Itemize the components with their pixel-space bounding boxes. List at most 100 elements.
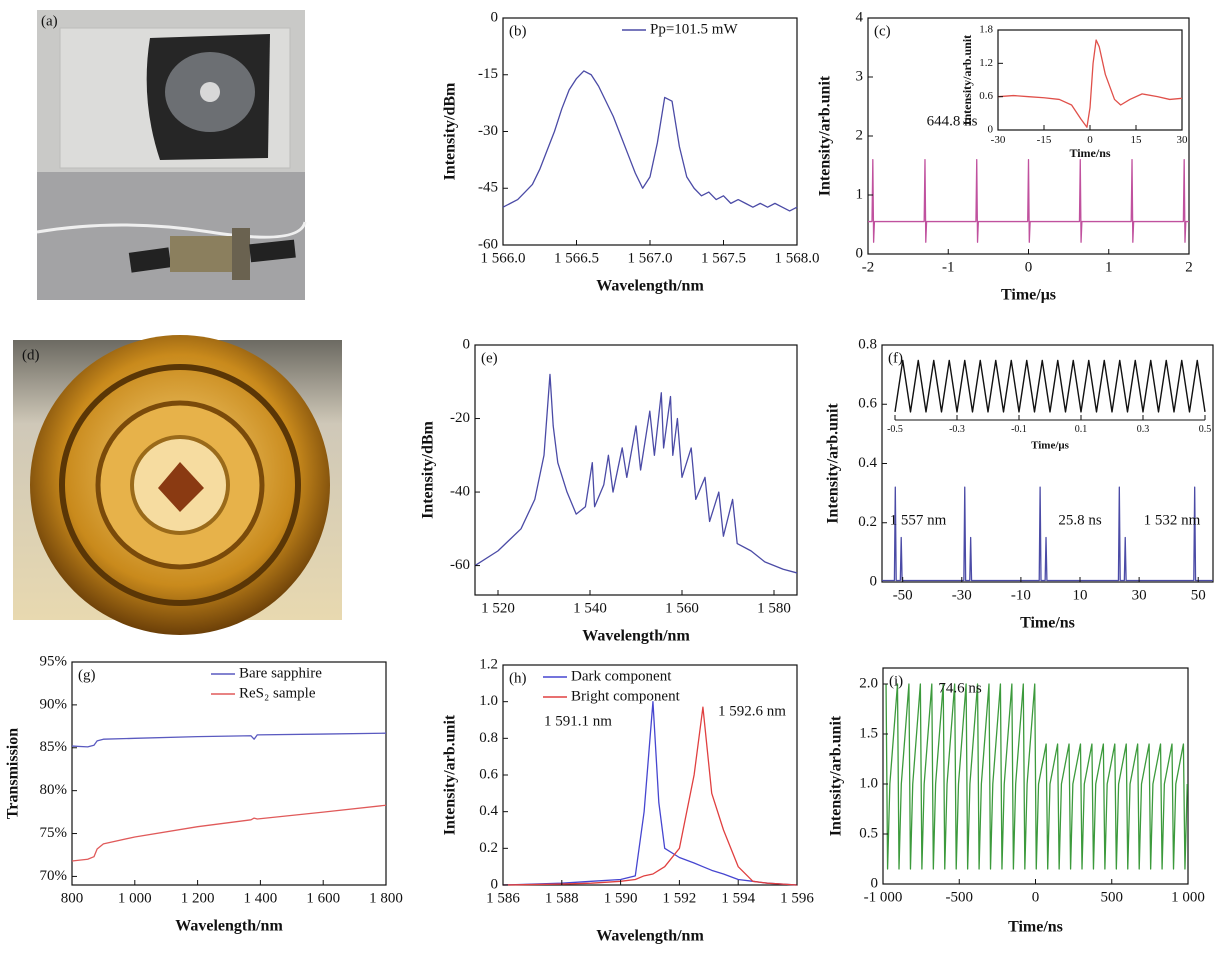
x-tick-label: -50 — [893, 588, 913, 604]
x-tick-label: 1 — [1105, 260, 1113, 276]
x-tick-label: 1 594 — [721, 891, 755, 907]
panel-label: (h) — [509, 670, 527, 686]
x-tick-label: -15 — [1037, 134, 1052, 146]
x-tick-label: 1 566.5 — [554, 251, 599, 267]
x-tick-label: 1 000 — [118, 891, 152, 907]
panel-label: (d) — [22, 347, 40, 363]
data-line — [502, 701, 798, 886]
x-tick-label: 1 400 — [244, 891, 278, 907]
panel-label: (e) — [481, 350, 498, 366]
y-axis-label: Intensity/dBm — [442, 82, 459, 180]
data-line — [502, 70, 798, 212]
annotation: 1 557 nm — [890, 512, 947, 528]
x-tick-label: -30 — [991, 134, 1006, 146]
x-tick-label: 1 596 — [780, 891, 814, 907]
chart-panel: -50 -30 -10 10 30 50 0 0.2 0.4 0.6 0.8 Time/ns Inten… — [825, 336, 1214, 632]
x-tick-label: 50 — [1191, 588, 1206, 604]
x-tick-label: -0.3 — [949, 424, 965, 435]
annotation: 1 591.1 nm — [544, 713, 612, 729]
y-tick-label: -60 — [478, 236, 498, 252]
plot-frame — [502, 17, 798, 246]
x-tick-label: 0.5 — [1199, 424, 1212, 435]
y-tick-label: 0.4 — [858, 455, 877, 471]
y-tick-label: -45 — [478, 180, 498, 196]
legend-label: Bright component — [571, 688, 681, 704]
y-tick-label: 0.6 — [479, 766, 498, 782]
y-tick-label: 1 — [856, 186, 864, 202]
x-tick-label: -0.1 — [1011, 424, 1027, 435]
panel-label: (c) — [874, 23, 891, 39]
x-tick-label: 1 588 — [545, 891, 579, 907]
panel-label: (i) — [889, 673, 903, 689]
x-tick-label: -10 — [1011, 588, 1031, 604]
photo-a: (a) — [36, 10, 307, 300]
x-tick-label: 0.3 — [1137, 424, 1150, 435]
x-tick-label: 0.1 — [1075, 424, 1088, 435]
y-tick-label: 1.2 — [979, 57, 993, 69]
x-tick-label: 1 520 — [481, 601, 515, 617]
data-line — [868, 158, 1189, 243]
x-axis-label: Time/μs — [1001, 287, 1056, 304]
x-tick-label: 1 000 — [1171, 890, 1205, 906]
x-axis-label: Wavelength/nm — [582, 628, 690, 645]
x-axis-label: Time/μs — [1031, 440, 1070, 452]
y-tick-label: 70% — [40, 868, 68, 884]
y-tick-label: 0.8 — [858, 336, 877, 352]
x-tick-label: 30 — [1177, 134, 1189, 146]
y-tick-label: 0.8 — [479, 730, 498, 746]
y-tick-label: 1.0 — [859, 775, 878, 791]
x-tick-label: 1 592 — [663, 891, 697, 907]
y-tick-label: 0 — [870, 573, 878, 589]
x-tick-label: 10 — [1073, 588, 1088, 604]
y-tick-label: 0 — [988, 124, 994, 136]
plot-frame — [997, 29, 1183, 131]
x-tick-label: 1 586 — [486, 891, 520, 907]
y-tick-label: 0.4 — [479, 803, 498, 819]
x-axis-label: Wavelength/nm — [175, 918, 283, 935]
x-tick-label: 1 200 — [181, 891, 215, 907]
y-tick-label: 3 — [856, 68, 864, 84]
annotation: 1 532 nm — [1144, 512, 1201, 528]
data-line — [71, 732, 387, 748]
chart-panel: 800 1 000 1 200 1 400 1 600 1 800 70% 75% 80% 85%… — [5, 653, 403, 934]
x-axis-label: Time/ns — [1008, 919, 1063, 936]
legend-label: Dark component — [571, 668, 672, 684]
y-tick-label: 90% — [40, 696, 68, 712]
panel-label: (g) — [78, 667, 96, 683]
x-tick-label: 0 — [1032, 890, 1040, 906]
y-tick-label: 2.0 — [859, 675, 878, 691]
y-tick-label: 0 — [463, 336, 471, 352]
y-axis-label: Transmission — [5, 728, 22, 819]
y-axis-label: Intensity/arb.unit — [828, 715, 845, 836]
y-tick-label: 0 — [491, 9, 499, 25]
x-axis-label: Time/ns — [1069, 146, 1110, 160]
y-axis-label: Intensity/arb.unit — [825, 403, 842, 524]
x-tick-label: 1 590 — [604, 891, 638, 907]
x-tick-label: 30 — [1132, 588, 1147, 604]
x-tick-label: -500 — [946, 890, 974, 906]
y-tick-label: 85% — [40, 739, 68, 755]
y-tick-label: 0.2 — [858, 514, 877, 530]
x-tick-label: -1 — [942, 260, 955, 276]
photo-d: (d) — [13, 335, 342, 635]
x-axis-label: Wavelength/nm — [596, 278, 704, 295]
x-tick-label: 1 567.0 — [628, 251, 673, 267]
legend-label: Bare sapphire — [239, 665, 322, 681]
annotation: 74.6 ns — [938, 680, 982, 696]
y-tick-label: -30 — [478, 123, 498, 139]
data-line — [997, 39, 1183, 128]
y-axis-label: Intensity/arb.unit — [817, 75, 834, 196]
data-line — [71, 804, 387, 862]
y-tick-label: 95% — [40, 653, 68, 669]
y-tick-label: 0.2 — [479, 840, 498, 856]
data-line — [474, 373, 798, 574]
x-axis-label: Time/ns — [1020, 615, 1075, 632]
annotation: 1 592.6 nm — [718, 703, 786, 719]
y-tick-label: -40 — [450, 483, 470, 499]
y-tick-label: 0 — [856, 245, 864, 261]
y-tick-label: -60 — [450, 557, 470, 573]
x-axis-label: Wavelength/nm — [596, 928, 704, 945]
chart-panel: -30 -15 0 15 30 0 0.6 1.2 1.8 Time/ns Intensity/ar… — [960, 24, 1188, 160]
y-axis-label: Intensity/arb.unit — [960, 35, 974, 125]
